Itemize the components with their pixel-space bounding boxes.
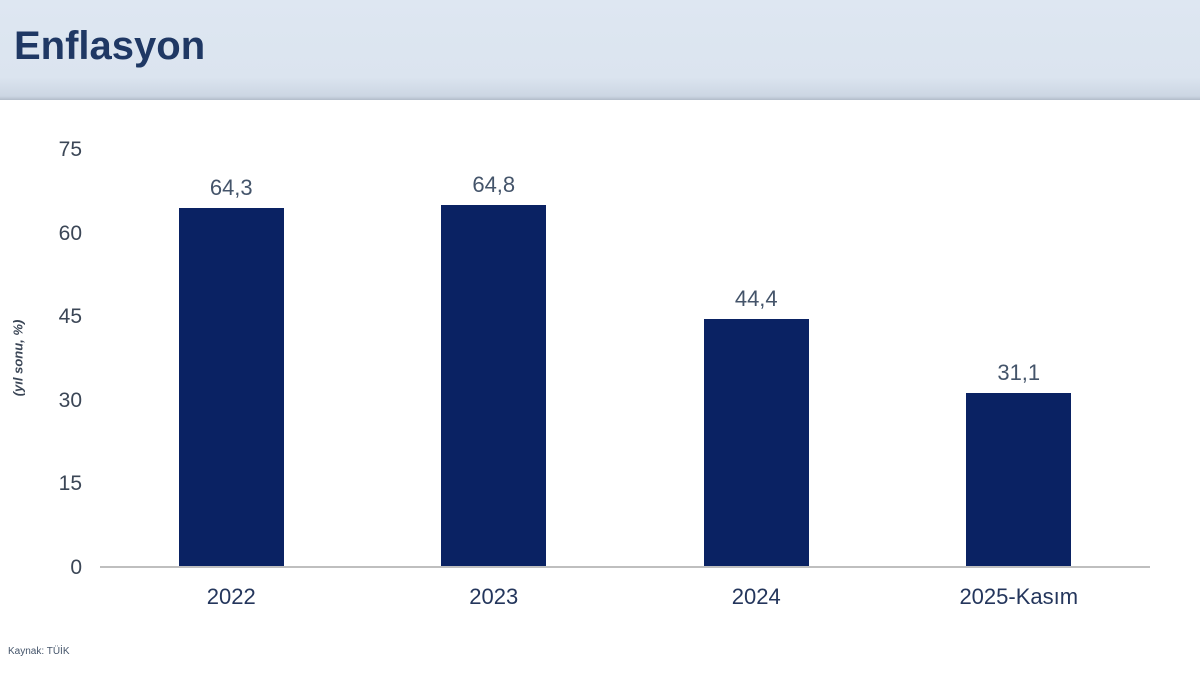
y-tick-label: 30 — [58, 388, 82, 412]
y-axis-ticks: 0 15 30 45 60 75 — [30, 0, 82, 675]
y-tick-label: 60 — [58, 221, 82, 245]
bar-2024 — [703, 318, 809, 566]
bar-value-label: 64,3 — [209, 174, 253, 200]
plot-area: 64,3 64,8 44,4 31,1 — [100, 150, 1150, 568]
bar-value-label: 44,4 — [734, 285, 778, 311]
bar-group: 31,1 — [888, 360, 1151, 566]
source-note: Kaynak: TÜİK — [8, 646, 70, 657]
x-tick-label: 2025-Kasım — [959, 584, 1079, 609]
y-tick-label: 15 — [58, 472, 82, 496]
bar-group: 64,8 — [363, 172, 626, 566]
bar-value-label: 64,8 — [472, 171, 516, 197]
x-axis-labels: 2022 2023 2024 2025-Kasım — [100, 584, 1150, 616]
x-tick-label: 2022 — [206, 584, 256, 609]
bar-group: 64,3 — [100, 175, 363, 566]
bar-2025-Kasım — [966, 392, 1072, 566]
y-axis-label: (yıl sonu, %) — [10, 319, 26, 397]
x-tick-label: 2024 — [731, 584, 781, 609]
x-tick-label: 2023 — [469, 584, 519, 609]
page-title: Enflasyon — [14, 24, 206, 68]
y-tick-label: 75 — [58, 138, 82, 161]
bar-2023 — [441, 204, 547, 566]
y-tick-label: 0 — [70, 556, 82, 579]
bar-group: 44,4 — [625, 286, 888, 566]
bar-value-label: 31,1 — [997, 359, 1041, 385]
bar-2022 — [178, 207, 284, 566]
header: Enflasyon — [0, 0, 1200, 100]
y-tick-label: 45 — [58, 305, 82, 329]
